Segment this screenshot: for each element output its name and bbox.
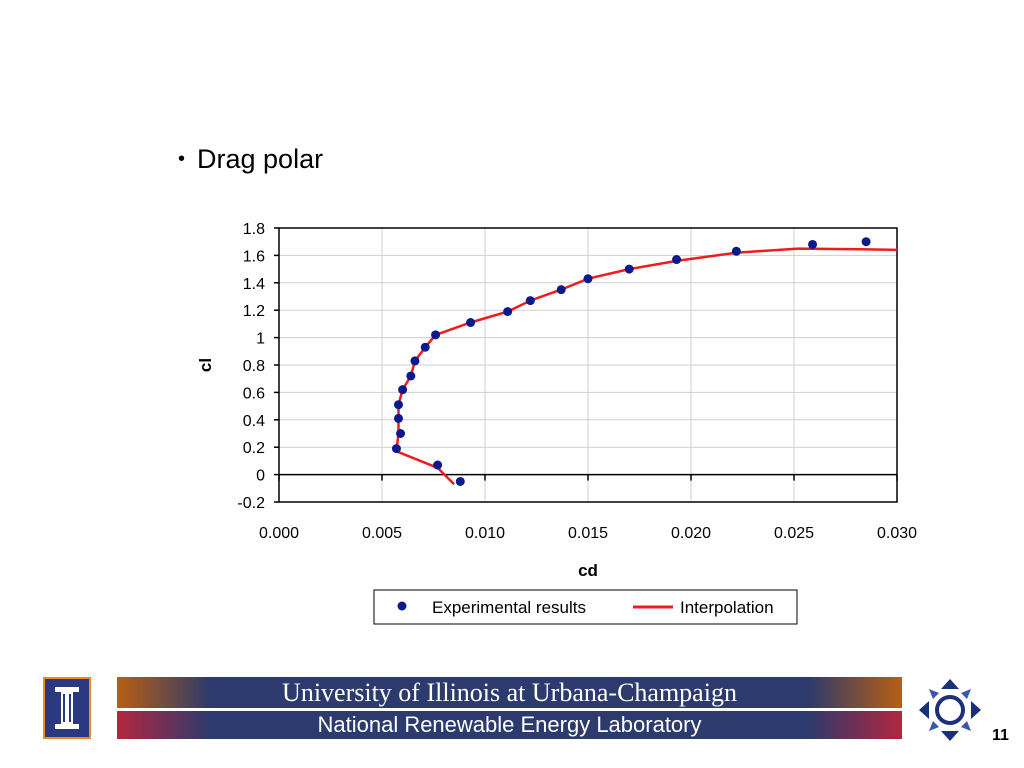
y-tick-label: 0.4 [243, 413, 265, 430]
experimental-point [466, 318, 476, 328]
bullet-dot-icon: • [178, 148, 186, 170]
experimental-point [396, 429, 406, 438]
footer-nrel-text: National Renewable Energy Laboratory [317, 712, 702, 737]
x-axis-title: cd [578, 561, 598, 580]
y-tick-label: 0.8 [243, 358, 265, 375]
drag-polar-chart: -0.2 0 0.2 0.4 0.6 0.8 1 1.2 1.4 1.6 1.8 0.000 0.005… [196, 221, 917, 625]
bullet-item: • Drag polar [178, 144, 323, 175]
bullet-text: Drag polar [197, 144, 324, 174]
illinois-logo [43, 677, 91, 739]
y-tick-label: -0.2 [237, 495, 265, 512]
experimental-point [583, 274, 593, 284]
legend-marker-experimental [397, 601, 407, 611]
experimental-point [391, 444, 401, 454]
experimental-point [393, 400, 403, 410]
experimental-point [861, 237, 871, 247]
x-tick-label: 0.020 [671, 525, 711, 542]
legend-box [373, 589, 798, 625]
y-tick-label: 1.8 [243, 221, 265, 238]
x-tick-label: 0.000 [259, 525, 299, 542]
experimental-point [503, 307, 513, 317]
experimental-point [556, 285, 566, 295]
y-axis-title: cl [196, 358, 215, 372]
experimental-point [431, 330, 441, 340]
y-tick-label: 1.4 [243, 276, 265, 293]
footer-university-text: University of Illinois at Urbana-Champai… [282, 678, 737, 707]
experimental-point [406, 371, 416, 381]
footer-university-bar: University of Illinois at Urbana-Champai… [117, 677, 902, 708]
x-tick-label: 0.030 [877, 525, 917, 542]
y-tick-label: 0.6 [243, 385, 265, 402]
experimental-point [624, 264, 634, 274]
y-tick-label: 1.6 [243, 248, 265, 265]
experimental-point [808, 239, 818, 249]
experimental-point [393, 413, 403, 423]
interpolation-line [395, 247, 898, 486]
experimental-point [525, 296, 535, 306]
experimental-point [420, 342, 430, 352]
y-tick-label: 1.2 [243, 303, 265, 320]
x-tick-label: 0.025 [774, 525, 814, 542]
experimental-point [433, 460, 443, 470]
footer-separator [117, 708, 902, 711]
experimental-point [455, 476, 465, 486]
footer-nrel-bar: National Renewable Energy Laboratory [117, 711, 902, 739]
x-tick-label: 0.015 [568, 525, 608, 542]
experimental-point [731, 246, 741, 256]
legend-label-interpolation: Interpolation [680, 598, 774, 617]
experimental-point [672, 255, 682, 265]
experimental-point [398, 385, 408, 395]
y-tick-label: 0.2 [243, 440, 265, 457]
legend-label-experimental: Experimental results [432, 598, 586, 617]
x-tick-label: 0.010 [465, 525, 505, 542]
nrel-logo-icon [919, 679, 981, 741]
slide-number: 11 [992, 727, 1009, 744]
y-tick-label: 0 [256, 468, 265, 485]
x-tick-label: 0.005 [362, 525, 402, 542]
column-icon [55, 687, 79, 729]
experimental-point [410, 356, 420, 366]
y-tick-label: 1 [256, 331, 265, 348]
